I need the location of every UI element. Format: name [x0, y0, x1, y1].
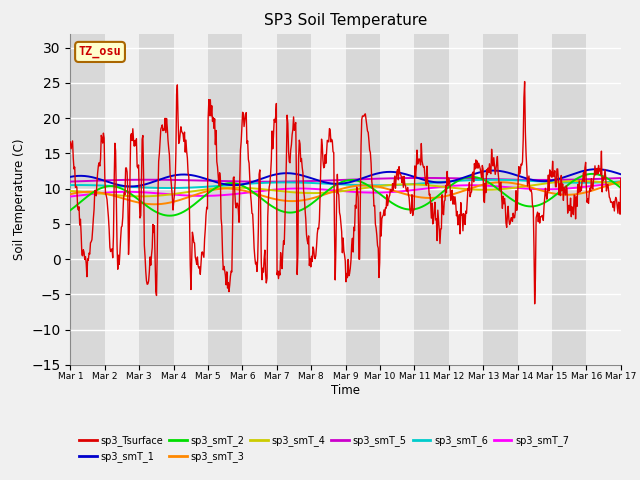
Bar: [173, 34, 208, 365]
Bar: [208, 34, 243, 365]
Bar: [586, 34, 621, 365]
X-axis label: Time: Time: [331, 384, 360, 397]
Bar: [276, 34, 311, 365]
Bar: [415, 34, 449, 365]
Y-axis label: Soil Temperature (C): Soil Temperature (C): [13, 138, 26, 260]
Title: SP3 Soil Temperature: SP3 Soil Temperature: [264, 13, 428, 28]
Bar: [243, 34, 277, 365]
Text: TZ_osu: TZ_osu: [79, 46, 122, 59]
Bar: [346, 34, 380, 365]
Bar: [311, 34, 346, 365]
Bar: [449, 34, 483, 365]
Bar: [518, 34, 552, 365]
Bar: [70, 34, 105, 365]
Legend: sp3_Tsurface, sp3_smT_1, sp3_smT_2, sp3_smT_3, sp3_smT_4, sp3_smT_5, sp3_smT_6, : sp3_Tsurface, sp3_smT_1, sp3_smT_2, sp3_…: [76, 432, 573, 466]
Bar: [552, 34, 586, 365]
Bar: [140, 34, 173, 365]
Bar: [483, 34, 518, 365]
Bar: [380, 34, 415, 365]
Bar: [105, 34, 140, 365]
